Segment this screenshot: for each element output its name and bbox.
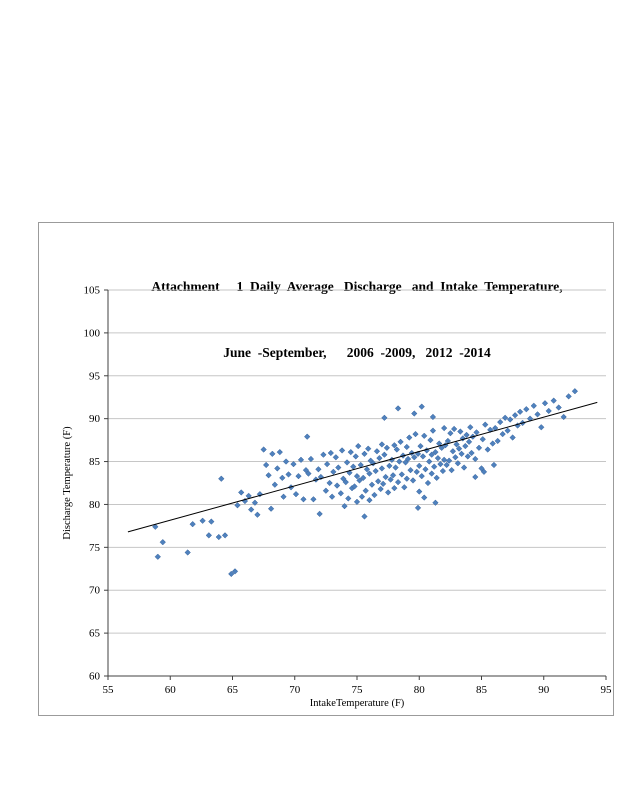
svg-text:70: 70	[289, 684, 301, 696]
svg-text:65: 65	[89, 628, 101, 640]
svg-text:75: 75	[89, 542, 101, 554]
svg-text:80: 80	[414, 684, 426, 696]
svg-text:60: 60	[165, 684, 177, 696]
svg-text:70: 70	[89, 585, 101, 597]
y-axis-label: Discharge Temperature (F)	[62, 426, 73, 540]
svg-text:85: 85	[476, 684, 488, 696]
x-axis-label: IntakeTemperature (F)	[310, 698, 405, 709]
svg-text:85: 85	[89, 456, 101, 468]
svg-text:75: 75	[352, 684, 364, 696]
svg-text:95: 95	[601, 684, 613, 696]
svg-text:95: 95	[89, 370, 101, 382]
data-points	[152, 388, 579, 578]
svg-text:65: 65	[227, 684, 239, 696]
svg-text:90: 90	[538, 684, 550, 696]
svg-text:80: 80	[89, 499, 101, 511]
svg-text:100: 100	[84, 327, 101, 339]
chart-title-line2: June -September, 2006 -2009, 2012 -2014	[223, 345, 491, 360]
axis-labels: IntakeTemperature (F) Discharge Temperatu…	[62, 426, 405, 709]
trendline	[127, 401, 598, 533]
gridlines	[108, 289, 606, 677]
svg-text:55: 55	[103, 684, 115, 696]
svg-text:60: 60	[89, 671, 101, 683]
svg-text:105: 105	[84, 285, 101, 297]
axes	[104, 289, 607, 680]
svg-text:90: 90	[89, 413, 101, 425]
